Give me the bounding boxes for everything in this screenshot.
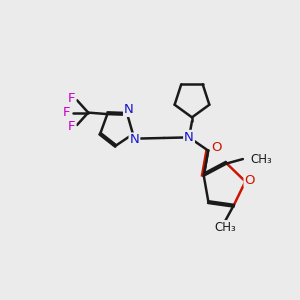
Text: N: N bbox=[124, 103, 134, 116]
Text: N: N bbox=[184, 131, 194, 144]
Text: CH₃: CH₃ bbox=[251, 152, 273, 166]
Text: F: F bbox=[68, 120, 76, 133]
Text: F: F bbox=[63, 106, 70, 119]
Text: CH₃: CH₃ bbox=[214, 221, 236, 234]
Text: O: O bbox=[211, 141, 222, 154]
Text: F: F bbox=[68, 92, 76, 105]
Text: O: O bbox=[244, 173, 255, 187]
Text: N: N bbox=[130, 134, 139, 146]
